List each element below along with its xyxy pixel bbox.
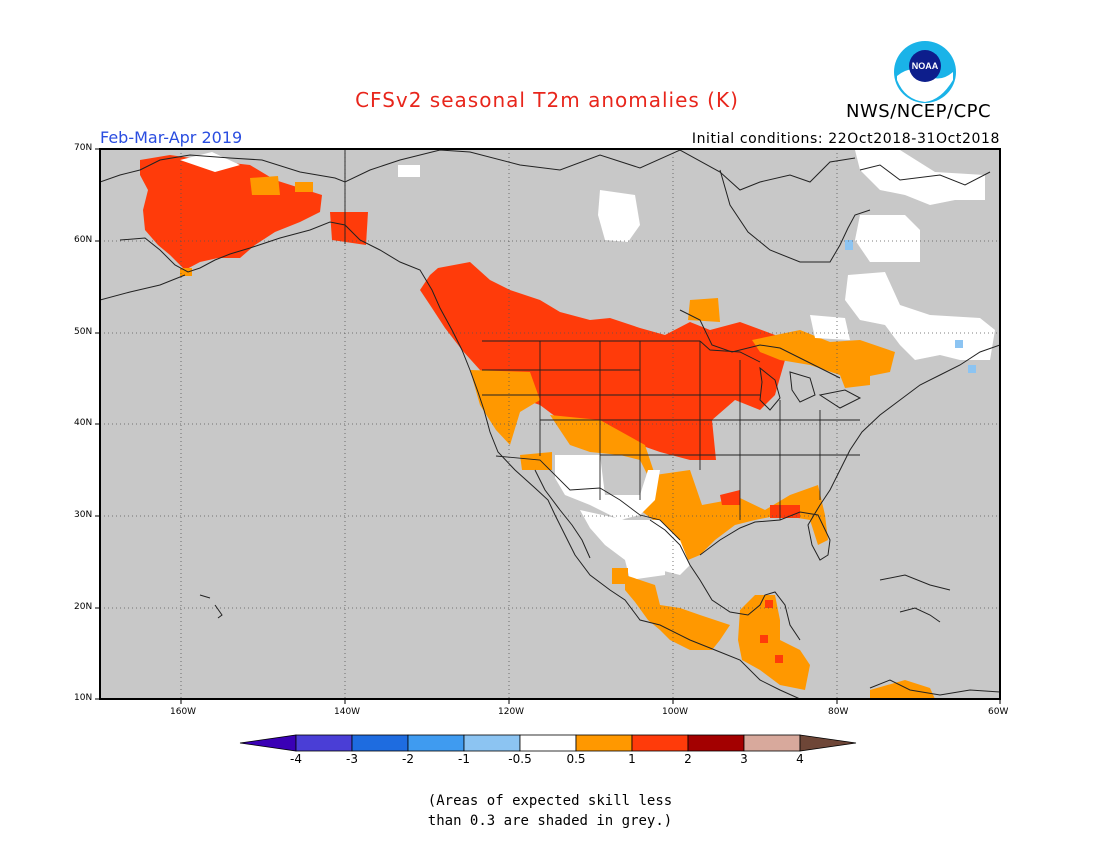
colorbar-segment-1 xyxy=(239,734,297,752)
agency-label: NWS/NCEP/CPC xyxy=(846,101,992,122)
lat-label-60n: 60N xyxy=(74,235,93,245)
skill-note-line-1: (Areas of expected skill less xyxy=(427,793,673,809)
lat-label-10n: 10N xyxy=(74,693,93,703)
colorbar-segment-8 xyxy=(631,734,689,752)
lon-label-100w: 100W xyxy=(662,707,689,717)
colorbar-label-1: -4 xyxy=(290,752,302,766)
lon-label-80w: 80W xyxy=(828,707,849,717)
lat-label-50n: 50N xyxy=(74,327,93,337)
colorbar-segment-5 xyxy=(463,734,521,752)
chart-title: CFSv2 seasonal T2m anomalies (K) xyxy=(355,88,739,112)
colorbar-label-7: 1 xyxy=(628,752,636,766)
colorbar-label-3: -2 xyxy=(402,752,414,766)
lat-label-70n: 70N xyxy=(74,143,93,153)
initial-conditions-label: Initial conditions: 22Oct2018-31Oct2018 xyxy=(691,131,1000,147)
colorbar-label-4: -1 xyxy=(458,752,470,766)
colorbar-segment-3 xyxy=(351,734,409,752)
colorbar-label-5: -0.5 xyxy=(508,752,532,766)
anomaly-shading xyxy=(140,150,995,699)
coastlines xyxy=(100,149,1000,699)
colorbar-segment-10 xyxy=(743,734,801,752)
lat-label-40n: 40N xyxy=(74,418,93,428)
lat-label-30n: 30N xyxy=(74,510,93,520)
colorbar-segment-4 xyxy=(407,734,465,752)
colorbar xyxy=(239,734,857,752)
colorbar-label-2: -3 xyxy=(346,752,358,766)
colorbar-label-10: 4 xyxy=(796,752,804,766)
colorbar-label-8: 2 xyxy=(684,752,692,766)
colorbar-segment-2 xyxy=(295,734,353,752)
lon-label-140w: 140W xyxy=(334,707,361,717)
mexico-anomaly xyxy=(625,575,730,650)
southwest-normal xyxy=(555,455,660,520)
lon-label-60w: 60W xyxy=(988,707,1009,717)
skill-note-line-2: than 0.3 are shaded in grey.) xyxy=(427,813,673,829)
colorbar-label-9: 3 xyxy=(740,752,748,766)
colorbar-label-6: 0.5 xyxy=(566,752,586,766)
colorbar-segment-9 xyxy=(687,734,745,752)
noaa-logo-text: NOAA xyxy=(912,61,939,71)
colorbar-segment-7 xyxy=(575,734,633,752)
skill-note: (Areas of expected skill less than 0.3 a… xyxy=(0,791,1100,831)
colorbar-segment-6 xyxy=(519,734,577,752)
lon-label-120w: 120W xyxy=(498,707,525,717)
season-label: Feb-Mar-Apr 2019 xyxy=(100,128,243,147)
lon-label-160w: 160W xyxy=(170,707,197,717)
lat-label-20n: 20N xyxy=(74,602,93,612)
political-borders xyxy=(344,149,860,541)
noaa-logo: NOAA xyxy=(894,41,956,103)
north-america-anomaly xyxy=(420,262,785,460)
colorbar-segment-11 xyxy=(799,734,857,752)
